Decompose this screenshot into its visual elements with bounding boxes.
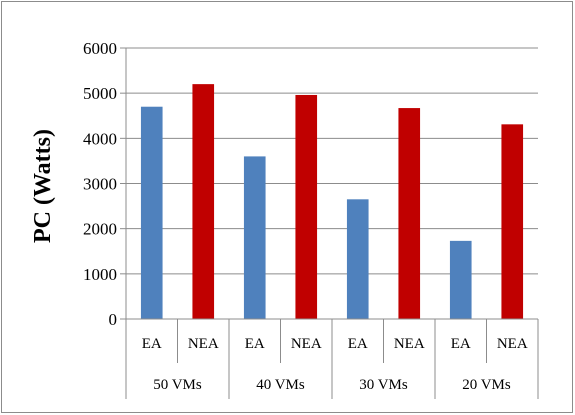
x-subcategory-label: EA bbox=[142, 336, 162, 352]
bar-ea-1 bbox=[140, 106, 163, 319]
gridlines bbox=[126, 47, 538, 275]
x-subcategory-label: NEA bbox=[497, 336, 528, 352]
x-subcategory-label: EA bbox=[451, 336, 471, 352]
x-subcategory-label: NEA bbox=[394, 336, 425, 352]
axes bbox=[125, 48, 539, 399]
x-group-label: 20 VMs bbox=[462, 377, 511, 393]
x-category-labels: EA NEA 50 VMs EA NEA 40 VMs EA NEA 30 VMs EA NEA 20… bbox=[142, 336, 528, 393]
bar-nea-3 bbox=[398, 108, 421, 320]
x-subcategory-label: EA bbox=[348, 336, 368, 352]
x-group-label: 30 VMs bbox=[359, 377, 408, 393]
y-tick-label: 2000 bbox=[83, 220, 117, 239]
x-group-label: 40 VMs bbox=[256, 377, 305, 393]
bar-ea-2 bbox=[243, 156, 266, 319]
x-subcategory-label: EA bbox=[245, 336, 265, 352]
x-subcategory-label: NEA bbox=[291, 336, 322, 352]
x-group-label: 50 VMs bbox=[153, 377, 202, 393]
bar-ea-4 bbox=[449, 240, 472, 319]
y-tick-labels: 0 1000 2000 3000 4000 5000 6000 bbox=[83, 39, 126, 329]
bars bbox=[140, 84, 524, 320]
bar-nea-4 bbox=[501, 124, 524, 319]
bar-nea-2 bbox=[295, 94, 318, 320]
bar-nea-1 bbox=[192, 84, 215, 319]
y-tick-label: 0 bbox=[109, 310, 118, 329]
y-tick-label: 6000 bbox=[83, 39, 117, 58]
y-tick-label: 1000 bbox=[83, 265, 117, 284]
x-subcategory-label: NEA bbox=[188, 336, 219, 352]
y-tick-label: 3000 bbox=[83, 175, 117, 194]
bar-ea-3 bbox=[346, 199, 369, 319]
y-axis-label: PC (Watts) bbox=[30, 129, 56, 243]
y-tick-label: 5000 bbox=[83, 84, 117, 103]
y-tick-label: 4000 bbox=[83, 129, 117, 148]
